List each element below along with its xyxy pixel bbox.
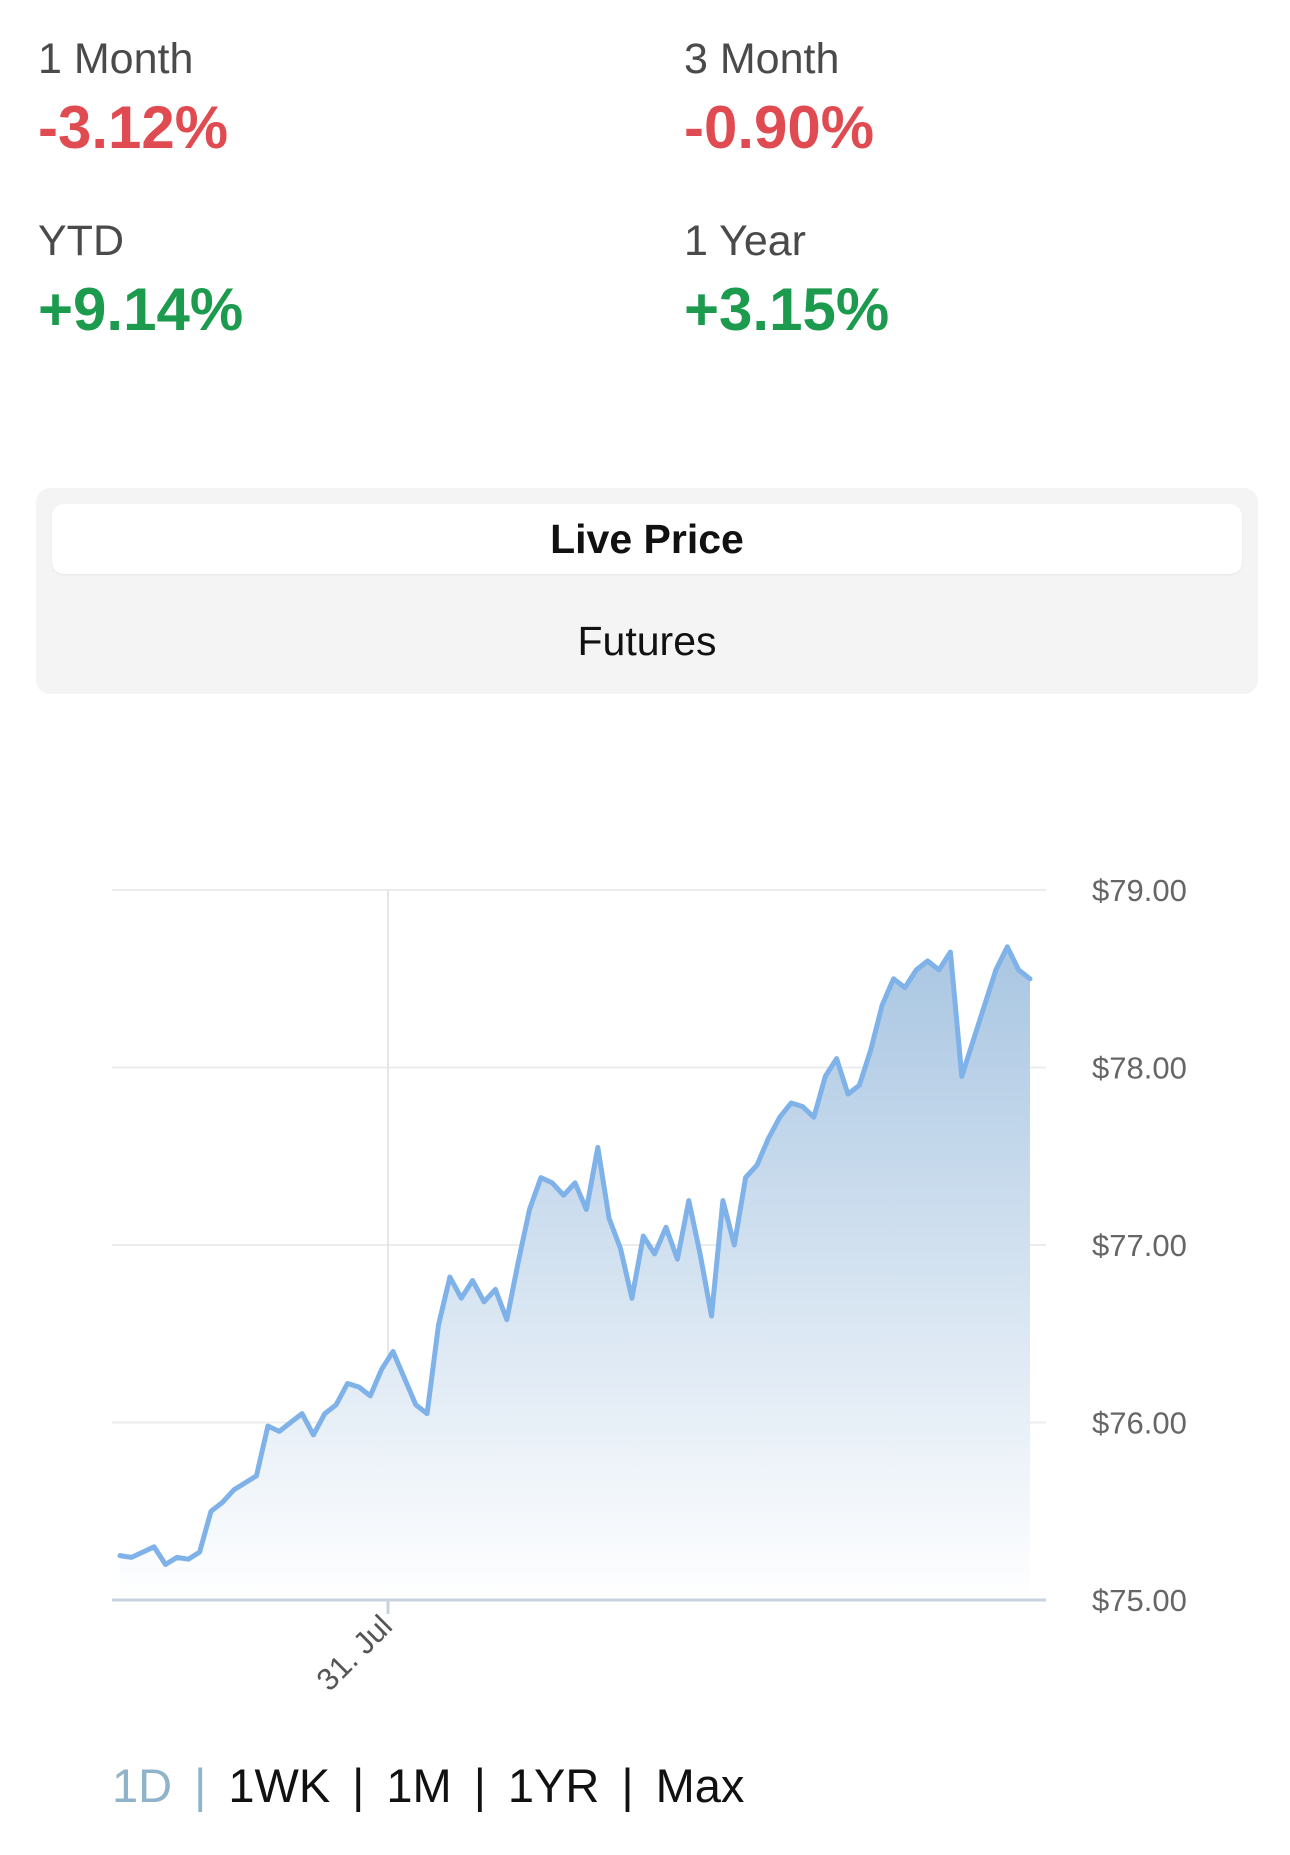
range-1yr[interactable]: 1YR [507,1759,600,1812]
x-tick-label: 31. Jul [310,1608,399,1697]
y-tick-label-75: $75.00 [1092,1583,1187,1618]
y-tick-label-78: $78.00 [1092,1051,1187,1086]
stat-value: -3.12% [38,94,229,161]
range-1m[interactable]: 1M [386,1759,452,1812]
toggle-live-price[interactable]: Live Price [52,504,1242,574]
stat-3-month: 3 Month -0.90% [684,38,1284,158]
range-max[interactable]: Max [655,1759,745,1812]
price-type-toggle: Live Price Futures [36,488,1258,694]
range-separator: | [473,1759,486,1812]
stat-label: YTD [38,217,124,265]
stat-label: 1 Year [684,217,806,265]
toggle-futures[interactable]: Futures [577,617,717,664]
range-separator: | [194,1759,207,1812]
range-1d[interactable]: 1D [112,1759,173,1812]
range-separator: | [352,1759,365,1812]
price-chart[interactable]: $75.00 $76.00 $77.00 $78.00 $79.00 31. J… [0,850,1290,1750]
stat-label: 1 Month [38,35,194,83]
stat-ytd: YTD +9.14% [38,220,638,340]
y-tick-label-76: $76.00 [1092,1406,1187,1441]
stat-value: +9.14% [38,276,244,343]
price-area-fill [120,946,1030,1600]
price-line [117,944,1033,1567]
stat-value: +3.15% [684,276,890,343]
y-axis-labels: $75.00 $76.00 $77.00 $78.00 $79.00 [1092,873,1187,1618]
stat-label: 3 Month [684,35,840,83]
stat-1-year: 1 Year +3.15% [684,220,1284,340]
y-tick-label-79: $79.00 [1092,873,1187,908]
time-range-selector: 1D | 1WK | 1M | 1YR | Max [112,1762,744,1809]
range-1wk[interactable]: 1WK [228,1759,331,1812]
y-tick-label-77: $77.00 [1092,1228,1187,1263]
stat-value: -0.90% [684,94,875,161]
stat-1-month: 1 Month -3.12% [38,38,638,158]
range-separator: | [621,1759,634,1812]
